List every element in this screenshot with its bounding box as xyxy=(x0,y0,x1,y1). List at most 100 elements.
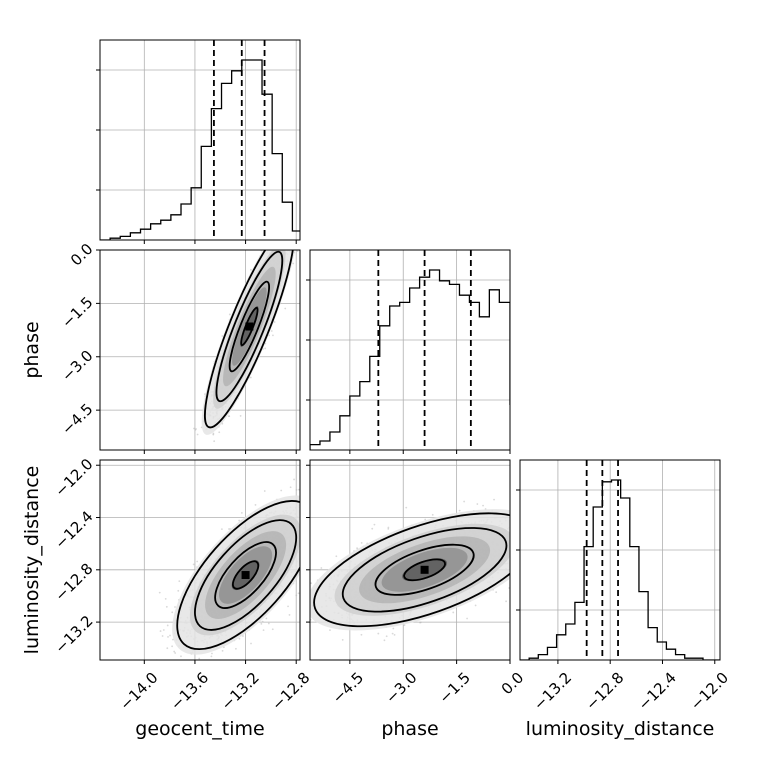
sample-point xyxy=(280,242,282,244)
sample-point xyxy=(272,238,274,240)
sample-point xyxy=(278,242,280,244)
sample-point xyxy=(273,321,276,323)
sample-point xyxy=(196,560,199,563)
contour-line xyxy=(228,280,271,373)
sample-point xyxy=(254,504,257,506)
sample-point xyxy=(301,499,303,501)
histogram-luminosity_distance xyxy=(520,479,720,660)
sample-point xyxy=(177,589,180,592)
sample-point xyxy=(310,521,312,523)
sample-point xyxy=(174,606,176,608)
sample-point xyxy=(285,244,287,246)
sample-point xyxy=(228,313,231,316)
sample-point xyxy=(263,490,266,492)
sample-point xyxy=(271,226,273,228)
sample-point xyxy=(240,512,243,514)
sample-point xyxy=(273,246,275,248)
sample-point xyxy=(283,222,285,224)
sample-point xyxy=(171,645,174,648)
sample-point xyxy=(332,503,334,505)
sample-point xyxy=(281,244,283,246)
sample-point xyxy=(284,226,286,228)
sample-point xyxy=(277,235,279,237)
sample-point xyxy=(212,433,215,436)
diag-panel-phase xyxy=(306,249,511,451)
sample-point xyxy=(228,528,230,530)
sample-point xyxy=(264,347,267,350)
sample-point xyxy=(211,652,213,655)
sample-point xyxy=(164,598,167,600)
sample-point xyxy=(293,238,295,240)
sample-point xyxy=(301,218,303,220)
sample-point xyxy=(287,243,289,245)
sample-point xyxy=(282,222,284,224)
sample-point xyxy=(277,246,279,248)
sample-point xyxy=(291,235,293,237)
sample-point xyxy=(238,519,241,522)
sample-point xyxy=(301,549,303,551)
sample-point xyxy=(272,235,274,237)
sample-point xyxy=(265,617,268,620)
sample-point xyxy=(303,509,305,511)
sample-point xyxy=(286,214,288,216)
sample-point xyxy=(180,655,182,658)
sample-point xyxy=(159,630,162,632)
sample-point xyxy=(197,462,199,464)
sample-point xyxy=(193,476,195,478)
sample-point xyxy=(260,622,263,625)
sample-point xyxy=(304,207,306,209)
sample-point xyxy=(250,642,252,645)
sample-point xyxy=(289,486,292,489)
sample-point xyxy=(167,636,169,638)
sample-point xyxy=(306,525,308,527)
sample-point xyxy=(287,238,289,240)
sample-point xyxy=(195,428,197,430)
sample-point xyxy=(282,241,284,243)
sample-point xyxy=(180,664,182,666)
panel-frame xyxy=(519,459,721,661)
sample-point xyxy=(196,462,198,464)
sample-point xyxy=(173,650,176,653)
sample-point xyxy=(311,160,313,162)
sample-point xyxy=(210,655,213,658)
contour-line xyxy=(215,250,284,403)
sample-point xyxy=(166,647,169,650)
sample-point xyxy=(222,457,224,459)
sample-point xyxy=(262,629,265,632)
sample-point xyxy=(193,427,195,430)
sample-point xyxy=(282,246,284,248)
sample-point xyxy=(306,537,308,539)
joint-panel-geocent_time-luminosity_distance xyxy=(99,459,334,666)
sample-point xyxy=(220,528,223,530)
density-peak xyxy=(245,322,254,331)
sample-point xyxy=(301,519,303,521)
panel-frame xyxy=(309,249,511,451)
sample-point xyxy=(162,629,165,631)
sample-point xyxy=(161,635,164,637)
sample-point xyxy=(285,244,287,246)
sample-point xyxy=(287,235,289,237)
sample-point xyxy=(323,505,325,507)
sample-point xyxy=(296,219,298,221)
sample-point xyxy=(302,500,304,502)
sample-point xyxy=(306,533,308,535)
sample-point xyxy=(166,624,169,627)
sample-point xyxy=(292,234,294,236)
sample-point xyxy=(288,614,291,616)
diag-panel-luminosity_distance xyxy=(516,459,721,661)
sample-point xyxy=(313,553,315,555)
sample-point xyxy=(274,235,276,237)
sample-point xyxy=(274,227,276,229)
sample-point xyxy=(221,649,224,652)
sample-point xyxy=(288,243,290,245)
sample-point xyxy=(298,488,300,491)
sample-point xyxy=(308,524,310,526)
sample-point xyxy=(283,237,285,239)
sample-point xyxy=(178,580,181,583)
sample-point xyxy=(221,335,224,337)
sample-point xyxy=(326,507,328,509)
joint-panel-geocent_time-phase xyxy=(99,160,313,478)
sample-point xyxy=(284,307,287,310)
sample-point xyxy=(267,622,270,625)
